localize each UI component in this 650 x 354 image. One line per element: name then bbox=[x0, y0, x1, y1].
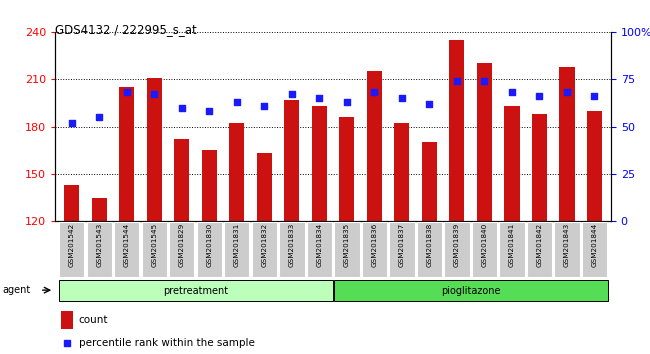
Bar bbox=[174, 139, 189, 221]
Bar bbox=[477, 63, 492, 221]
Bar bbox=[64, 185, 79, 221]
FancyBboxPatch shape bbox=[224, 222, 250, 277]
FancyBboxPatch shape bbox=[280, 222, 304, 277]
FancyBboxPatch shape bbox=[142, 222, 167, 277]
Text: agent: agent bbox=[3, 285, 31, 295]
Bar bbox=[560, 67, 575, 221]
Text: GSM201544: GSM201544 bbox=[124, 223, 130, 267]
Point bbox=[562, 90, 572, 95]
Text: GSM201829: GSM201829 bbox=[179, 223, 185, 267]
Point bbox=[534, 93, 545, 99]
Bar bbox=[339, 117, 354, 221]
Text: GDS4132 / 222995_s_at: GDS4132 / 222995_s_at bbox=[55, 23, 197, 36]
Bar bbox=[147, 78, 162, 221]
Bar bbox=[92, 198, 107, 221]
FancyBboxPatch shape bbox=[252, 222, 277, 277]
FancyBboxPatch shape bbox=[197, 222, 222, 277]
FancyBboxPatch shape bbox=[59, 222, 84, 277]
FancyBboxPatch shape bbox=[472, 222, 497, 277]
Point bbox=[62, 341, 72, 346]
FancyBboxPatch shape bbox=[526, 222, 552, 277]
Text: GSM201832: GSM201832 bbox=[261, 223, 267, 267]
Text: GSM201842: GSM201842 bbox=[536, 223, 543, 267]
Text: GSM201834: GSM201834 bbox=[317, 223, 322, 267]
Bar bbox=[367, 71, 382, 221]
Point bbox=[259, 103, 270, 109]
Bar bbox=[61, 311, 73, 329]
Text: GSM201841: GSM201841 bbox=[509, 223, 515, 267]
FancyBboxPatch shape bbox=[307, 222, 332, 277]
Bar bbox=[532, 114, 547, 221]
Bar bbox=[229, 124, 244, 221]
Text: GSM201844: GSM201844 bbox=[592, 223, 597, 267]
FancyBboxPatch shape bbox=[554, 222, 580, 277]
FancyBboxPatch shape bbox=[582, 222, 607, 277]
Bar bbox=[504, 106, 519, 221]
Point bbox=[287, 92, 297, 97]
Text: GSM201545: GSM201545 bbox=[151, 223, 157, 267]
Text: GSM201839: GSM201839 bbox=[454, 223, 460, 267]
FancyBboxPatch shape bbox=[58, 280, 333, 302]
Point bbox=[177, 105, 187, 110]
Text: GSM201843: GSM201843 bbox=[564, 223, 570, 267]
Text: GSM201542: GSM201542 bbox=[69, 223, 75, 267]
Text: GSM201543: GSM201543 bbox=[96, 223, 102, 267]
Text: GSM201835: GSM201835 bbox=[344, 223, 350, 267]
Point bbox=[231, 99, 242, 105]
Text: pioglitazone: pioglitazone bbox=[441, 286, 500, 296]
Bar bbox=[587, 111, 602, 221]
FancyBboxPatch shape bbox=[86, 222, 112, 277]
FancyBboxPatch shape bbox=[362, 222, 387, 277]
Text: GSM201837: GSM201837 bbox=[399, 223, 405, 267]
FancyBboxPatch shape bbox=[333, 280, 608, 302]
Bar bbox=[395, 124, 410, 221]
FancyBboxPatch shape bbox=[389, 222, 415, 277]
Text: percentile rank within the sample: percentile rank within the sample bbox=[79, 338, 254, 348]
FancyBboxPatch shape bbox=[114, 222, 140, 277]
Bar bbox=[119, 87, 135, 221]
Text: GSM201836: GSM201836 bbox=[371, 223, 378, 267]
Bar bbox=[312, 106, 327, 221]
Text: GSM201830: GSM201830 bbox=[206, 223, 213, 267]
Point bbox=[94, 114, 105, 120]
Point bbox=[452, 78, 462, 84]
Bar bbox=[422, 142, 437, 221]
Text: GSM201831: GSM201831 bbox=[234, 223, 240, 267]
FancyBboxPatch shape bbox=[417, 222, 442, 277]
Bar bbox=[449, 40, 465, 221]
Point bbox=[369, 90, 380, 95]
Point bbox=[204, 109, 214, 114]
Text: GSM201833: GSM201833 bbox=[289, 223, 295, 267]
FancyBboxPatch shape bbox=[334, 222, 359, 277]
FancyBboxPatch shape bbox=[169, 222, 194, 277]
Point bbox=[314, 95, 324, 101]
Point bbox=[342, 99, 352, 105]
Bar bbox=[202, 150, 217, 221]
Point bbox=[149, 92, 159, 97]
Point bbox=[507, 90, 517, 95]
Text: GSM201840: GSM201840 bbox=[482, 223, 488, 267]
Point bbox=[66, 120, 77, 126]
Text: count: count bbox=[79, 315, 108, 325]
Point bbox=[590, 93, 600, 99]
Point bbox=[424, 101, 435, 107]
Bar bbox=[257, 153, 272, 221]
Text: GSM201838: GSM201838 bbox=[426, 223, 432, 267]
Point bbox=[122, 90, 132, 95]
FancyBboxPatch shape bbox=[445, 222, 469, 277]
Bar bbox=[284, 100, 300, 221]
FancyBboxPatch shape bbox=[499, 222, 525, 277]
Point bbox=[396, 95, 407, 101]
Text: pretreatment: pretreatment bbox=[163, 286, 228, 296]
Point bbox=[479, 78, 489, 84]
